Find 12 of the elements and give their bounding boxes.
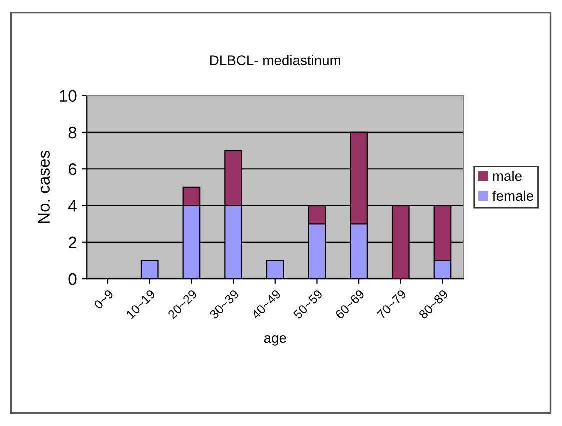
chart-title: DLBCL- mediastinum [210, 55, 340, 66]
x-tick-label: 0~9 [94, 289, 114, 310]
y-tick-label: 0 [68, 273, 77, 286]
y-tick-label: 6 [68, 164, 77, 176]
y-tick-label: 10 [60, 90, 77, 102]
y-axis-title: No. cases [38, 150, 50, 224]
legend-label: female [492, 190, 534, 202]
x-axis-title: age [264, 336, 286, 346]
y-tick-label: 8 [68, 126, 77, 139]
y-tick-label: 2 [68, 236, 77, 248]
y-tick-label: 4 [68, 200, 77, 212]
legend-label: male [493, 171, 522, 182]
